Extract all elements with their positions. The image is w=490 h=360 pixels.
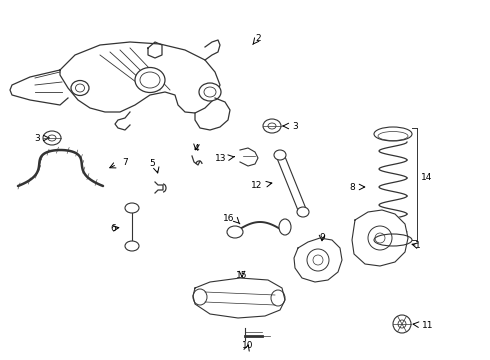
- Ellipse shape: [71, 81, 89, 95]
- Ellipse shape: [374, 127, 412, 141]
- Polygon shape: [240, 148, 258, 166]
- Ellipse shape: [297, 207, 309, 217]
- Ellipse shape: [374, 234, 412, 246]
- Ellipse shape: [199, 83, 221, 101]
- Text: 1: 1: [415, 240, 421, 249]
- Polygon shape: [193, 278, 285, 318]
- Ellipse shape: [135, 68, 165, 93]
- Text: 15: 15: [236, 271, 248, 280]
- Polygon shape: [115, 112, 130, 130]
- Ellipse shape: [125, 203, 139, 213]
- Text: 11: 11: [422, 320, 434, 329]
- Ellipse shape: [279, 219, 291, 235]
- Polygon shape: [195, 98, 230, 130]
- Ellipse shape: [393, 315, 411, 333]
- Polygon shape: [60, 42, 220, 113]
- Text: 6: 6: [110, 224, 116, 233]
- Polygon shape: [10, 70, 68, 105]
- Ellipse shape: [274, 150, 286, 160]
- Text: 7: 7: [122, 158, 128, 166]
- Polygon shape: [294, 238, 342, 282]
- Polygon shape: [352, 210, 408, 266]
- Text: 4: 4: [193, 144, 199, 153]
- Ellipse shape: [125, 241, 139, 251]
- Text: 3: 3: [292, 122, 298, 131]
- Polygon shape: [276, 153, 307, 213]
- Text: 16: 16: [222, 213, 234, 222]
- Text: 3: 3: [34, 134, 40, 143]
- Ellipse shape: [263, 119, 281, 133]
- Text: 9: 9: [319, 234, 325, 243]
- Text: 8: 8: [349, 183, 355, 192]
- Text: 12: 12: [250, 180, 262, 189]
- Text: 2: 2: [255, 33, 261, 42]
- Ellipse shape: [227, 226, 243, 238]
- Text: 10: 10: [242, 342, 254, 351]
- Ellipse shape: [43, 131, 61, 145]
- Text: 13: 13: [215, 153, 226, 162]
- Text: 14: 14: [421, 172, 432, 181]
- Polygon shape: [205, 40, 220, 60]
- Text: 5: 5: [149, 158, 155, 167]
